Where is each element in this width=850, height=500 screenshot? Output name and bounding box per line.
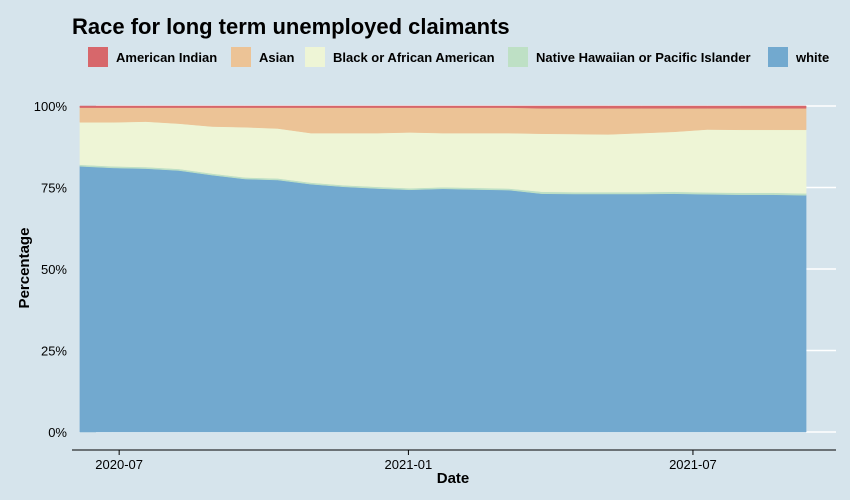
legend-swatch-white <box>768 47 788 67</box>
x-tick-label-2: 2021-07 <box>669 457 717 472</box>
x-axis-title: Date <box>437 470 470 487</box>
legend-swatch-american-indian <box>88 47 108 67</box>
chart-title: Race for long term unemployed claimants <box>72 14 510 39</box>
y-tick-label-3: 75% <box>41 181 67 196</box>
y-tick-label-4: 100% <box>34 99 68 114</box>
area-white <box>79 166 807 433</box>
x-tick-label-1: 2021-01 <box>385 457 433 472</box>
legend-label-asian: Asian <box>259 50 294 65</box>
y-tick-label-1: 25% <box>41 344 67 359</box>
legend: American Indian Asian Black or African Ame… <box>88 47 829 67</box>
y-tick-label-0: 0% <box>48 425 67 440</box>
legend-swatch-black-or-african-american <box>305 47 325 67</box>
area-american-indian <box>79 105 807 109</box>
axes: 0% 25% 50% 75% 100% 2020-07 2021-01 2021-07 <box>34 99 836 472</box>
stacked-areas <box>79 105 807 433</box>
legend-label-black-or-african-american: Black or African American <box>333 50 495 65</box>
x-tick-label-0: 2020-07 <box>95 457 143 472</box>
legend-label-native-hawaiian-or-pacific-islander: Native Hawaiian or Pacific Islander <box>536 50 751 65</box>
legend-swatch-asian <box>231 47 251 67</box>
legend-label-american-indian: American Indian <box>116 50 217 65</box>
y-axis-title: Percentage <box>16 228 33 309</box>
y-tick-label-2: 50% <box>41 262 67 277</box>
legend-swatch-native-hawaiian-or-pacific-islander <box>508 47 528 67</box>
legend-label-white: white <box>795 50 829 65</box>
